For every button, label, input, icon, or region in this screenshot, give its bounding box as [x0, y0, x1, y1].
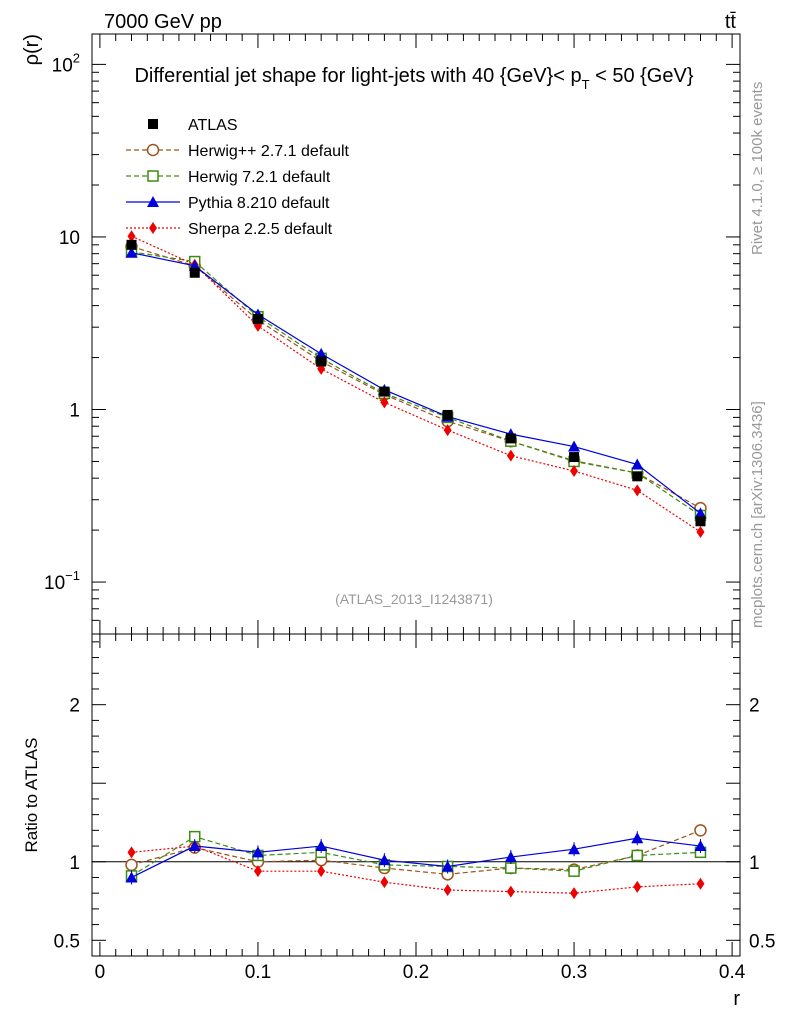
y-tick-label: 102 [52, 50, 80, 76]
x-tick-label: 0.1 [245, 962, 271, 983]
series-line-herwig-7-2-1-default [131, 251, 701, 517]
data-point-pythia-8-210-default [125, 246, 138, 258]
ratio-point-sherpa-2-2-5-default [633, 880, 642, 893]
data-point-sherpa-2-2-5-default [570, 465, 579, 478]
data-point-atlas [189, 267, 200, 278]
reference-label: (ATLAS_2013_I1243871) [335, 591, 493, 607]
ratio-tick-label-right: 2 [749, 696, 760, 717]
chart-title-tail: < 50 {GeV} [590, 65, 694, 87]
ratio-point-sherpa-2-2-5-default [253, 865, 262, 878]
legend-label-herwig-7-2-1-default: Herwig 7.2.1 default [188, 169, 331, 186]
data-point-sherpa-2-2-5-default [696, 526, 705, 539]
legend-label-pythia-8-210-default: Pythia 8.210 default [188, 195, 330, 212]
data-point-atlas [442, 409, 453, 420]
ratio-plot-frame [91, 633, 741, 957]
ratio-point-sherpa-2-2-5-default [696, 877, 705, 890]
ratio-tick-label: 2 [69, 696, 80, 717]
ratio-point-sherpa-2-2-5-default [380, 876, 389, 889]
ratio-point-sherpa-2-2-5-default [127, 846, 136, 859]
ratio-tick-label-right: 0.5 [749, 931, 775, 952]
data-point-sherpa-2-2-5-default [633, 484, 642, 497]
data-point-atlas [379, 386, 390, 397]
data-point-atlas [505, 433, 516, 444]
ratio-point-pythia-8-210-default [378, 854, 391, 866]
rivet-version-label: Rivet 4.1.0, ≥ 100k events [749, 82, 766, 255]
data-point-atlas [695, 516, 706, 527]
legend-marker-pythia-8-210-default [147, 196, 159, 207]
ratio-point-pythia-8-210-default [315, 840, 328, 852]
ratio-point-pythia-8-210-default [441, 860, 454, 872]
ratio-line-herwig-2-7-1-default [131, 829, 701, 875]
header-process: tt̄ [725, 11, 737, 33]
ratio-point-herwig-2-7-1-default [694, 824, 707, 837]
data-point-sherpa-2-2-5-default [380, 396, 389, 409]
y-tick-label: 1 [69, 400, 80, 421]
ratio-point-herwig-2-7-1-default [125, 858, 138, 872]
ratio-line-pythia-8-210-default [131, 837, 701, 879]
ratio-point-herwig-7-2-1-default [505, 862, 517, 874]
data-point-atlas [569, 452, 580, 463]
mcplots-label: mcplots.cern.ch [arXiv:1306.3436] [749, 401, 766, 628]
data-point-pythia-8-210-default [568, 440, 581, 452]
axes-layer: 0 0.1 0.2 0.3 0.4 102 10 1 10−1 0.5 0.5 1 1 2 2 [44, 34, 775, 983]
x-tick-label: 0.4 [719, 962, 746, 983]
legend-marker-atlas [148, 119, 158, 129]
data-point-atlas [632, 471, 643, 482]
ratio-line-sherpa-2-2-5-default [131, 845, 701, 894]
header-energy: 7000 GeV pp [104, 11, 222, 33]
y-tick-label: 10−1 [44, 568, 80, 594]
legend-label-sherpa-2-2-5-default: Sherpa 2.2.5 default [188, 221, 333, 238]
ratio-point-sherpa-2-2-5-default [506, 885, 515, 898]
data-point-pythia-8-210-default [694, 507, 707, 519]
ratio-point-pythia-8-210-default [631, 832, 644, 844]
series-line-sherpa-2-2-5-default [131, 235, 701, 533]
ratio-point-pythia-8-210-default [125, 871, 138, 883]
data-point-atlas [316, 356, 327, 367]
chart-title-main: Differential jet shape for light-jets wi… [134, 65, 581, 87]
ratio-tick-label: 1 [69, 853, 80, 874]
chart-title-subscript: T [582, 77, 590, 92]
ratio-point-pythia-8-210-default [568, 843, 581, 855]
data-point-sherpa-2-2-5-default [506, 449, 515, 462]
ratio-point-pythia-8-210-default [188, 840, 201, 852]
legend-label-herwig-2-7-1-default: Herwig++ 2.7.1 default [188, 143, 350, 160]
legend-marker-herwig-2-7-1-default [146, 143, 160, 157]
legend: ATLAS Herwig++ 2.7.1 default Herwig 7.2.1 … [126, 117, 350, 238]
data-point-sherpa-2-2-5-default [127, 230, 136, 243]
data-point-pythia-8-210-default [315, 347, 328, 359]
x-tick-label: 0 [95, 962, 106, 983]
data-point-sherpa-2-2-5-default [443, 424, 452, 437]
ratio-point-herwig-7-2-1-default [631, 849, 644, 862]
ratio-tick-label: 0.5 [54, 931, 80, 952]
chart-title: Differential jet shape for light-jets wi… [134, 65, 693, 92]
legend-label-atlas: ATLAS [188, 117, 238, 134]
x-axis-label: r [733, 988, 740, 1010]
legend-marker-sherpa-2-2-5-default [149, 222, 157, 234]
x-tick-label: 0.3 [561, 962, 587, 983]
ratio-point-pythia-8-210-default [251, 846, 264, 858]
ratio-tick-label-right: 1 [749, 853, 760, 874]
ratio-axis-label: Ratio to ATLAS [22, 738, 41, 853]
x-tick-label: 0.2 [403, 962, 429, 983]
data-point-atlas [126, 239, 137, 250]
ratio-point-sherpa-2-2-5-default [317, 865, 326, 878]
y-tick-label: 10 [59, 228, 80, 249]
ratio-line-herwig-7-2-1-default [131, 835, 701, 877]
data-point-atlas [252, 313, 263, 324]
ratio-point-herwig-7-2-1-default [568, 865, 580, 877]
ratio-point-sherpa-2-2-5-default [570, 887, 579, 900]
legend-marker-herwig-7-2-1-default [147, 170, 159, 182]
series-line-pythia-8-210-default [131, 252, 701, 514]
data-layer [125, 230, 707, 900]
ratio-point-pythia-8-210-default [504, 851, 517, 863]
data-point-pythia-8-210-default [631, 458, 644, 470]
ratio-point-sherpa-2-2-5-default [443, 884, 452, 897]
y-axis-label: ρ(r) [21, 34, 43, 65]
ratio-point-pythia-8-210-default [694, 840, 707, 852]
